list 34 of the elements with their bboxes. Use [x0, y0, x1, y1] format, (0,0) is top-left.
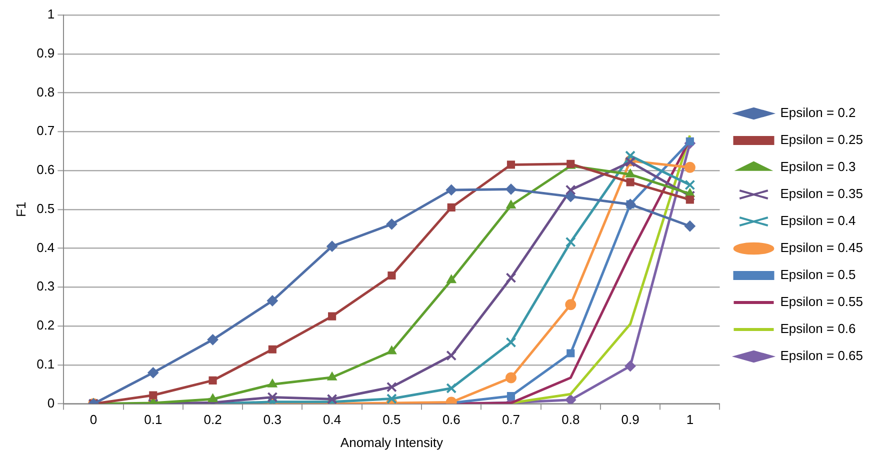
y-tick-label: 0.1	[36, 356, 55, 372]
legend-label: Epsilon = 0.4	[780, 213, 856, 228]
legend-label: Epsilon = 0.2	[780, 105, 856, 120]
x-tick-label: 0.5	[382, 412, 401, 428]
legend-label: Epsilon = 0.65	[780, 348, 864, 364]
legend-label: Epsilon = 0.35	[780, 186, 864, 202]
legend-label: Epsilon = 0.3	[780, 159, 856, 174]
legend-label: Epsilon = 0.6	[780, 321, 856, 336]
x-tick-label: 0	[90, 412, 98, 428]
y-tick-label: 0.6	[36, 162, 55, 178]
y-tick-label: 1	[47, 6, 55, 22]
y-tick-label: 0.7	[36, 123, 55, 138]
x-tick-label: 0.3	[263, 412, 282, 428]
y-tick-label: 0.2	[36, 318, 55, 333]
y-tick-label: 0.3	[36, 278, 55, 294]
x-tick-label: 0.1	[144, 412, 162, 428]
x-tick-label: 0.7	[502, 412, 520, 428]
legend-label: Epsilon = 0.45	[780, 240, 864, 256]
x-tick-label: 0.9	[621, 412, 640, 428]
x-tick-label: 0.4	[323, 412, 342, 428]
y-tick-label: 0	[47, 395, 55, 410]
y-tick-label: 0.8	[36, 84, 55, 100]
x-tick-label: 0.8	[562, 412, 580, 428]
x-tick-label: 0.6	[442, 412, 460, 428]
legend-label: Epsilon = 0.5	[780, 267, 856, 282]
x-tick-label: 0.2	[204, 412, 222, 428]
legend-label: Epsilon = 0.25	[780, 132, 864, 148]
y-axis-title: F1	[13, 202, 28, 217]
y-tick-label: 0.5	[36, 200, 55, 216]
x-axis-title: Anomaly Intensity	[340, 434, 444, 450]
y-tick-label: 0.9	[36, 45, 55, 60]
legend-label: Epsilon = 0.55	[780, 294, 864, 310]
x-tick-label: 1	[686, 412, 694, 428]
y-tick-label: 0.4	[36, 240, 55, 255]
